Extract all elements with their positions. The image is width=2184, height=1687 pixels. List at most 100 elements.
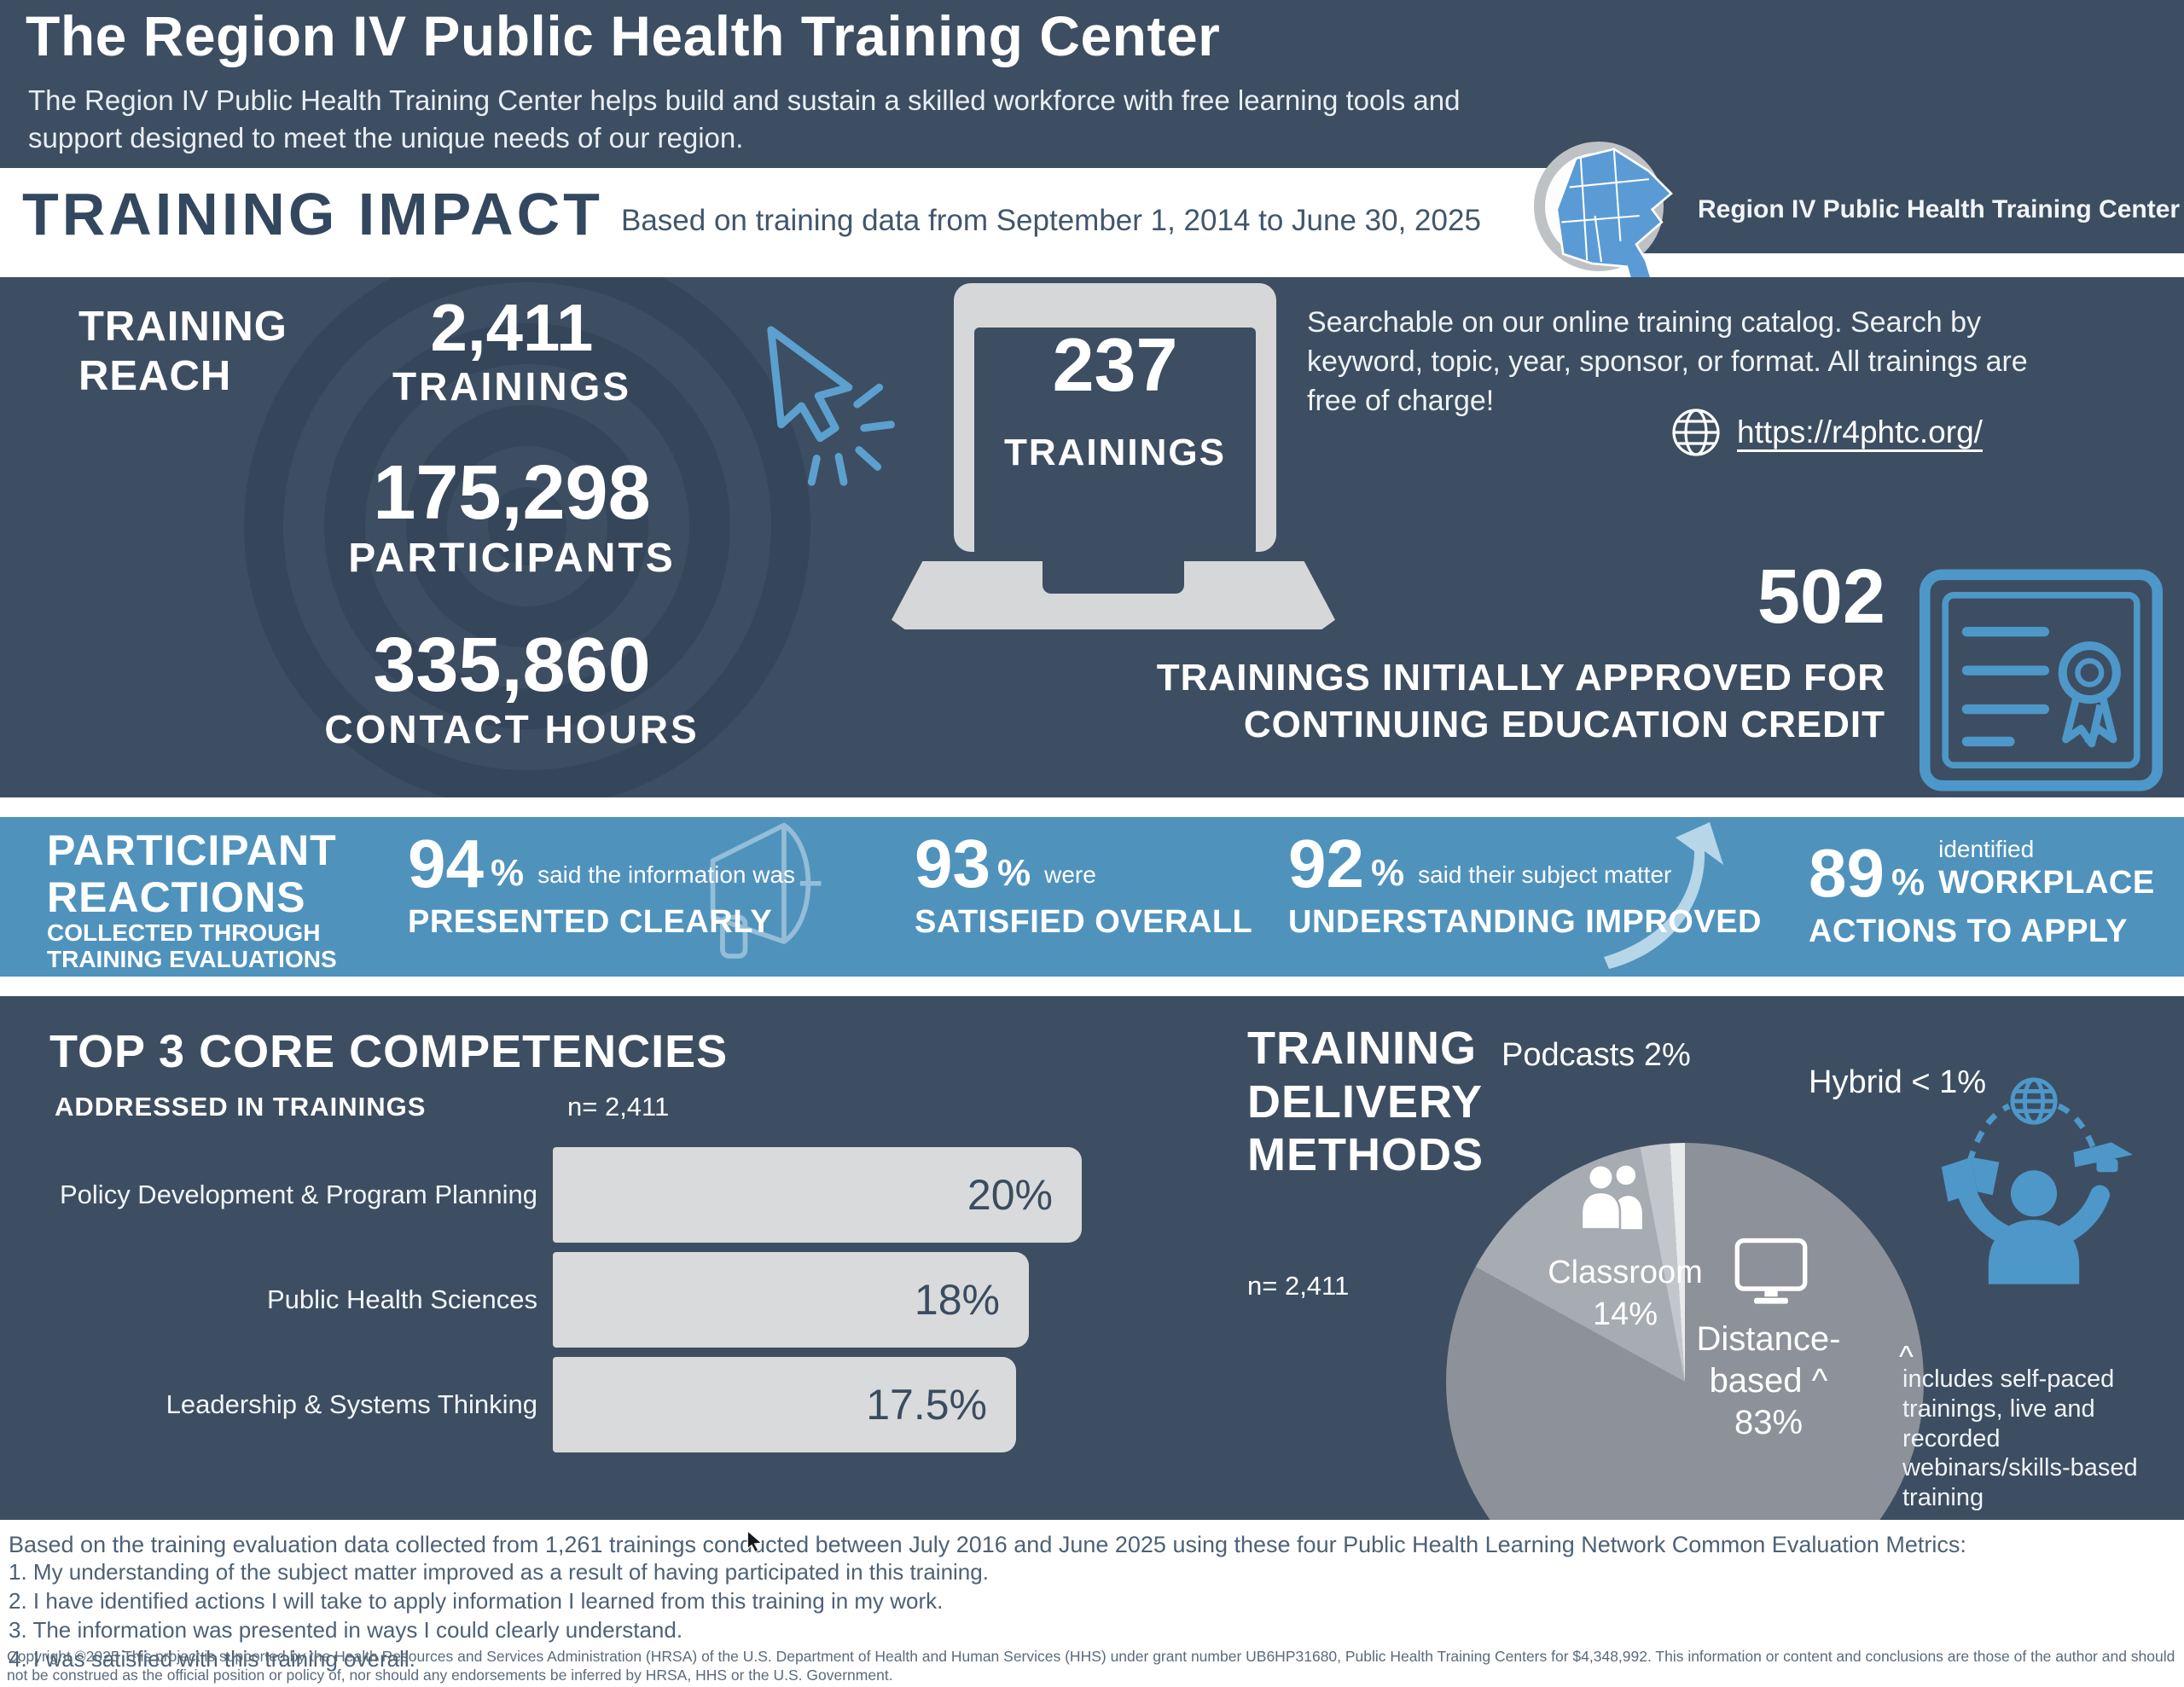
catalog-description: Searchable on our online training catalo… xyxy=(1307,306,2028,418)
globe-icon xyxy=(1672,409,1720,456)
footer-section: Based on the training evaluation data co… xyxy=(0,1520,2184,1687)
stat-lead-text: said the information was xyxy=(537,861,796,888)
footer-copyright: Copyright ©2025 This project is supporte… xyxy=(7,1648,2175,1684)
stat-emphasis: SATISFIED OVERALL xyxy=(915,903,1253,940)
reaction-stat-workplace-actions: 89 % identified WORKPLACE ACTIONS TO APP… xyxy=(1809,836,2155,950)
stat-value: 93 xyxy=(915,826,990,901)
pie-label-hybrid: Hybrid < 1% xyxy=(1809,1064,1987,1100)
classroom-percent: 14% xyxy=(1592,1296,1658,1333)
logo-block: Region IV Public Health Training Center xyxy=(1631,168,2184,253)
stat-emphasis: UNDERSTANDING IMPROVED xyxy=(1288,903,1762,940)
stat-lead-text: identified xyxy=(1938,836,2035,862)
classroom-people-icon xyxy=(1580,1165,1642,1231)
delivery-pie xyxy=(1446,1143,1924,1520)
stat-unit: % xyxy=(996,851,1031,894)
bar-value-label: 18% xyxy=(914,1276,1000,1324)
stat-unit: % xyxy=(490,851,525,894)
footer-metrics-list: 1. My understanding of the subject matte… xyxy=(9,1559,2180,1677)
delivery-n-label: n= 2,411 xyxy=(1247,1271,1350,1301)
stat-trainings-value: 2,411 xyxy=(430,290,594,365)
participant-reactions-band: PARTICIPANT REACTIONS COLLECTED THROUGH … xyxy=(0,817,2184,977)
impact-title: TRAINING IMPACT xyxy=(22,181,603,247)
reactions-heading: PARTICIPANT REACTIONS xyxy=(47,826,337,921)
stat-lead-text: said their subject matter xyxy=(1418,861,1672,888)
stat-lead-text: were xyxy=(1044,861,1096,888)
classroom-label: Classroom xyxy=(1548,1255,1703,1290)
bar: 17.5% xyxy=(553,1357,1016,1452)
trend-up-arrow-icon xyxy=(1604,822,1723,969)
bar-value-label: 20% xyxy=(967,1171,1053,1219)
cursor-click-icon xyxy=(767,326,895,486)
bar-category-label: Public Health Sciences xyxy=(266,1284,537,1314)
stat-unit: % xyxy=(1370,851,1405,894)
competencies-title: TOP 3 CORE COMPETENCIES xyxy=(49,1026,729,1077)
bar: 20% xyxy=(553,1147,1082,1243)
certificate-icon xyxy=(1919,569,2164,791)
ce-credit-label-line1: TRAININGS INITIALLY APPROVED FOR xyxy=(1156,657,1885,699)
laptop-screen: 237 TRAININGS xyxy=(974,328,1256,555)
stat-participants: 175,298 PARTICIPANTS xyxy=(264,450,759,584)
stat-participants-value: 175,298 xyxy=(373,450,651,536)
footer-metric-3: 3. The information was presented in ways… xyxy=(9,1617,683,1644)
competencies-n-label: n= 2,411 xyxy=(567,1092,670,1122)
training-reach-section: TRAINING REACH 2,411 TRAININGS 175,298 P… xyxy=(0,277,2184,797)
reactions-subheading: COLLECTED THROUGH TRAINING EVALUATIONS xyxy=(47,919,337,973)
reaction-stat-understanding-improved: 92 % said their subject matter UNDERSTAN… xyxy=(1288,826,1762,941)
stat-contact-hours: 335,860 CONTACT HOURS xyxy=(264,623,759,754)
bar-category-label: Policy Development & Program Planning xyxy=(60,1180,537,1209)
pie-label-podcasts: Podcasts 2% xyxy=(1502,1037,1691,1073)
stat-participants-label: PARTICIPANTS xyxy=(348,535,676,581)
bar: 18% xyxy=(553,1252,1029,1348)
stat-trainings: 2,411 TRAININGS xyxy=(282,290,742,411)
ce-credit-label: TRAININGS INITIALLY APPROVED FOR CONTINU… xyxy=(981,654,1885,748)
stat-value: 92 xyxy=(1288,826,1364,901)
footer-metric-2: 2. I have identified actions I will take… xyxy=(9,1588,944,1615)
reaction-stat-presented-clearly: 94 % said the information was PRESENTED … xyxy=(408,826,796,941)
ce-credit-label-line2: CONTINUING EDUCATION CREDIT xyxy=(1243,704,1885,745)
page-title: The Region IV Public Health Training Cen… xyxy=(26,4,1221,67)
stat-contact-hours-label: CONTACT HOURS xyxy=(324,706,700,751)
pie-classroom-label: Classroom 14% xyxy=(1527,1252,1723,1336)
bar-value-label: 17.5% xyxy=(866,1381,987,1429)
competency-bars: Policy Development & Program Planning 20%… xyxy=(0,1147,1143,1462)
distance-label: Distance-based ^ xyxy=(1696,1320,1841,1400)
laptop-notch xyxy=(1043,561,1184,594)
stat-emphasis-line2: ACTIONS TO APPLY xyxy=(1809,913,2128,949)
logo-text: Region IV Public Health Training Center xyxy=(1698,195,2181,223)
bar-row: Policy Development & Program Planning 20% xyxy=(0,1147,1143,1243)
bar-row: Public Health Sciences 18% xyxy=(0,1252,1143,1348)
laptop-icon: 237 TRAININGS xyxy=(954,283,1276,555)
footer-metric-1: 1. My understanding of the subject matte… xyxy=(9,1559,989,1585)
footnote-mark: ^ xyxy=(1899,1339,1914,1374)
reaction-stat-satisfied-overall: 93 % were SATISFIED OVERALL xyxy=(915,826,1253,941)
footer-intro: Based on the training evaluation data co… xyxy=(9,1532,1966,1557)
impact-date-range: Based on training data from September 1,… xyxy=(621,204,1481,237)
megaphone-icon xyxy=(710,822,822,959)
catalog-trainings-value: 237 xyxy=(1052,322,1178,407)
catalog-trainings-label: TRAININGS xyxy=(1004,432,1226,473)
stat-contact-hours-value: 335,860 xyxy=(373,623,651,708)
competencies-subtitle: ADDRESSED IN TRAININGS xyxy=(55,1092,427,1122)
stat-value: 94 xyxy=(408,826,484,901)
impact-band: TRAINING IMPACT Based on training data f… xyxy=(0,142,2184,333)
header-section: The Region IV Public Health Training Cen… xyxy=(0,0,2184,168)
distance-percent: 83% xyxy=(1734,1403,1804,1441)
stat-emphasis: WORKPLACE xyxy=(1938,865,2155,901)
footer-metric-4: 4. I was satisfied with this training ov… xyxy=(9,1646,415,1673)
pie-distance-label: Distance-based ^ 83% xyxy=(1670,1319,1867,1443)
training-reach-heading: TRAINING REACH xyxy=(78,304,288,399)
monitor-icon xyxy=(1734,1238,1808,1304)
learner-icon xyxy=(1941,1077,2133,1284)
stat-unit: % xyxy=(1891,861,1926,903)
delivery-methods-title: TRAINING DELIVERY METHODS xyxy=(1247,1023,1484,1181)
website-link[interactable]: https://r4phtc.org/ xyxy=(1737,415,1983,449)
page-subtitle: The Region IV Public Health Training Cen… xyxy=(28,84,1461,154)
stat-value: 89 xyxy=(1809,835,1885,912)
website-row: https://r4phtc.org/ xyxy=(1669,405,1983,460)
pie-footnote: includes self-paced trainings, live and … xyxy=(1902,1365,2138,1512)
stat-emphasis: PRESENTED CLEARLY xyxy=(408,903,773,940)
ce-credit-value: 502 xyxy=(1757,554,1885,640)
bar-category-label: Leadership & Systems Thinking xyxy=(166,1389,537,1419)
mouse-cursor-icon xyxy=(746,1530,763,1552)
